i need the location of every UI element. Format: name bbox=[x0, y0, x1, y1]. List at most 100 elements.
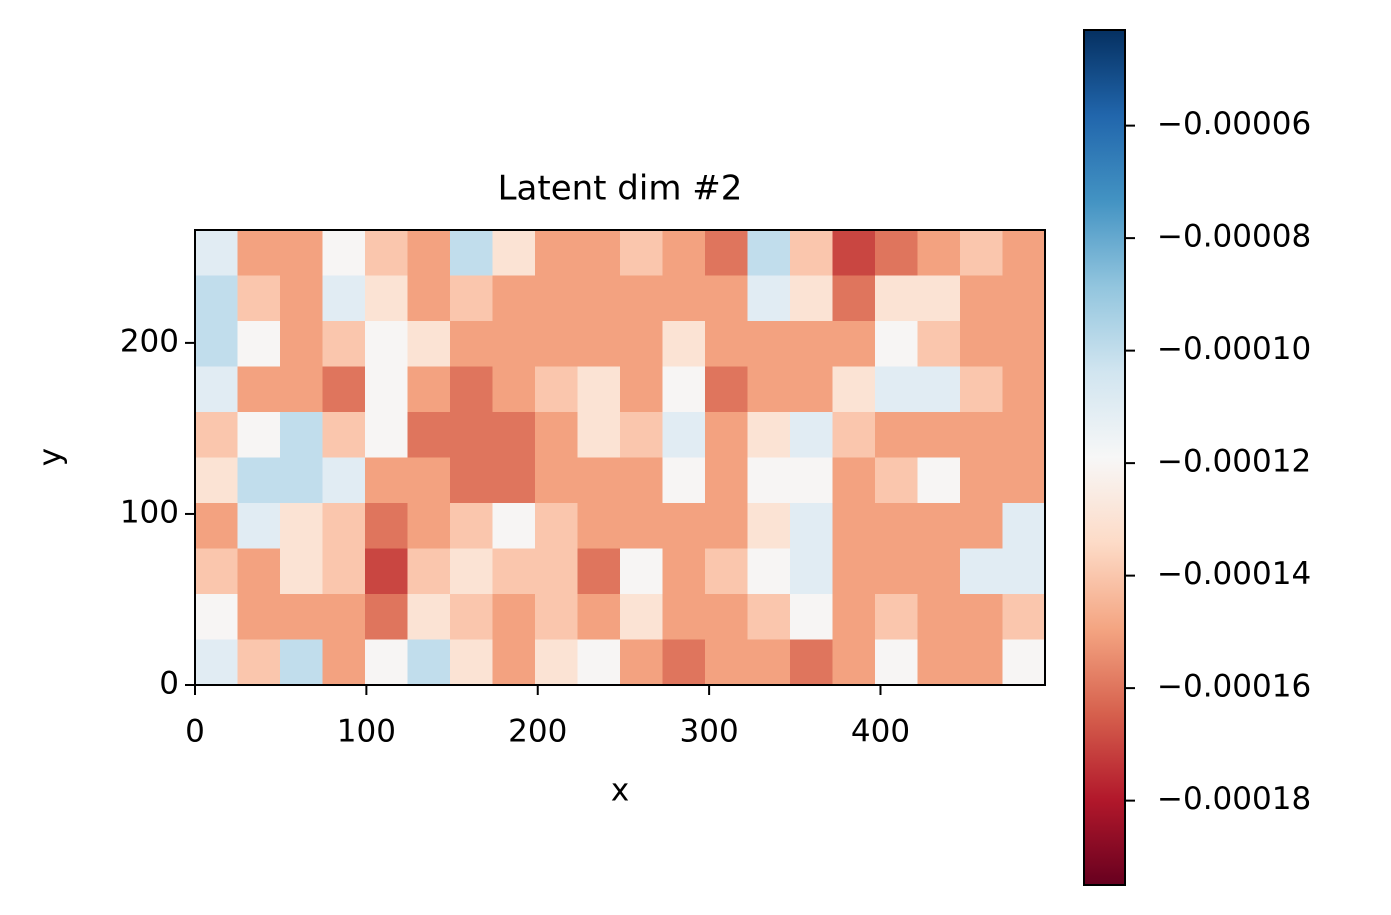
heatmap-cell bbox=[832, 457, 876, 504]
heatmap-cell bbox=[195, 366, 238, 413]
heatmap-cell bbox=[960, 639, 1003, 686]
heatmap-cell bbox=[322, 639, 366, 686]
heatmap-cell bbox=[917, 230, 961, 276]
heatmap-cell bbox=[577, 639, 621, 686]
heatmap-cell bbox=[705, 230, 748, 276]
heatmap-cell bbox=[535, 457, 578, 504]
heatmap-cell bbox=[620, 548, 663, 595]
heatmap-cell bbox=[1002, 366, 1046, 413]
heatmap-cell bbox=[747, 366, 791, 413]
plot-frame bbox=[194, 229, 1046, 686]
heatmap-cell bbox=[280, 275, 323, 322]
heatmap-cell bbox=[917, 594, 961, 640]
y-tick-label: 100 bbox=[120, 494, 179, 530]
heatmap-cell bbox=[577, 503, 621, 549]
heatmap-cell bbox=[747, 457, 791, 504]
heatmap-cell bbox=[620, 457, 663, 504]
heatmap-cell bbox=[237, 639, 281, 686]
heatmap-cell bbox=[237, 230, 281, 276]
heatmap-cell bbox=[832, 366, 876, 413]
heatmap-cell bbox=[407, 548, 451, 595]
heatmap-cell bbox=[195, 230, 238, 276]
heatmap-cell bbox=[790, 639, 833, 686]
heatmap-cell bbox=[280, 548, 323, 595]
heatmap-cell bbox=[450, 457, 493, 504]
heatmap-cell bbox=[407, 457, 451, 504]
heatmap-cell bbox=[322, 321, 366, 367]
heatmap-cell bbox=[450, 230, 493, 276]
heatmap-cell bbox=[662, 366, 706, 413]
heatmap-cell bbox=[237, 321, 281, 367]
heatmap-cell bbox=[365, 503, 408, 549]
heatmap-cell bbox=[705, 366, 748, 413]
heatmap-cell bbox=[195, 412, 238, 458]
heatmap-cell bbox=[535, 594, 578, 640]
heatmap-cell bbox=[620, 639, 663, 686]
colorbar-tick-label: −0.00010 bbox=[1157, 331, 1311, 367]
heatmap-cell bbox=[492, 639, 536, 686]
heatmap-cell bbox=[662, 548, 706, 595]
heatmap-cell bbox=[407, 594, 451, 640]
heatmap-cell bbox=[280, 594, 323, 640]
heatmap-cell bbox=[620, 594, 663, 640]
heatmap-cell bbox=[620, 275, 663, 322]
heatmap-cell bbox=[237, 366, 281, 413]
heatmap-cell bbox=[960, 457, 1003, 504]
heatmap-cell bbox=[195, 275, 238, 322]
heatmap-cell bbox=[705, 503, 748, 549]
heatmap-cell bbox=[917, 457, 961, 504]
heatmap-cell bbox=[747, 412, 791, 458]
heatmap-cell bbox=[832, 230, 876, 276]
heatmap-cell bbox=[577, 366, 621, 413]
heatmap-cell bbox=[960, 503, 1003, 549]
heatmap-cell bbox=[407, 230, 451, 276]
x-tick-label: 300 bbox=[680, 714, 739, 750]
colorbar-tick-label: −0.00016 bbox=[1157, 669, 1311, 705]
heatmap-cell bbox=[322, 594, 366, 640]
y-axis-label: y bbox=[33, 448, 69, 466]
heatmap-cell bbox=[662, 457, 706, 504]
heatmap-cell bbox=[662, 275, 706, 322]
heatmap-cell bbox=[747, 321, 791, 367]
heatmap-cell bbox=[1002, 594, 1046, 640]
heatmap-cell bbox=[790, 275, 833, 322]
heatmap-cell bbox=[365, 412, 408, 458]
heatmap-cell bbox=[1002, 412, 1046, 458]
heatmap-cell bbox=[747, 503, 791, 549]
heatmap-cell bbox=[620, 230, 663, 276]
heatmap-cell bbox=[450, 321, 493, 367]
heatmap-cell bbox=[535, 321, 578, 367]
heatmap-cell bbox=[705, 548, 748, 595]
heatmap-cell bbox=[450, 503, 493, 549]
heatmap-cell bbox=[832, 503, 876, 549]
heatmap-cell bbox=[790, 548, 833, 595]
heatmap-cell bbox=[450, 275, 493, 322]
heatmap-cell bbox=[365, 275, 408, 322]
heatmap-cell bbox=[747, 639, 791, 686]
heatmap-cell bbox=[407, 503, 451, 549]
heatmap-cell bbox=[790, 366, 833, 413]
heatmap-cell bbox=[492, 503, 536, 549]
heatmap-cell bbox=[960, 321, 1003, 367]
heatmap-cell bbox=[662, 594, 706, 640]
heatmap-cell bbox=[620, 412, 663, 458]
heatmap-cell bbox=[365, 594, 408, 640]
heatmap-cell bbox=[1002, 275, 1046, 322]
heatmap-cell bbox=[1002, 457, 1046, 504]
heatmap-cell bbox=[917, 275, 961, 322]
heatmap-cell bbox=[875, 457, 918, 504]
heatmap-cell bbox=[407, 412, 451, 458]
heatmap-cell bbox=[407, 275, 451, 322]
x-tick-label: 400 bbox=[851, 714, 910, 750]
heatmap-cell bbox=[875, 321, 918, 367]
heatmap-cell bbox=[960, 275, 1003, 322]
heatmap-cell bbox=[195, 639, 238, 686]
heatmap-cell bbox=[492, 366, 536, 413]
heatmap-cell bbox=[662, 639, 706, 686]
heatmap-cell bbox=[917, 548, 961, 595]
heatmap-cell bbox=[917, 366, 961, 413]
heatmap-cell bbox=[662, 412, 706, 458]
heatmap-cell bbox=[407, 639, 451, 686]
